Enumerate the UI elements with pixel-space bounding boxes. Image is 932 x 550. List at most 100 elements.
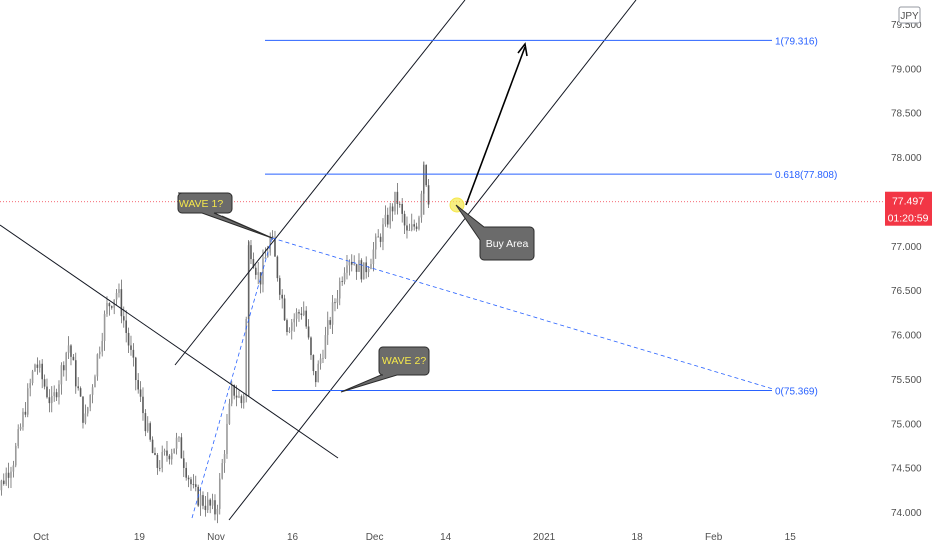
candle xyxy=(206,492,209,513)
y-tick-label: 75.000 xyxy=(891,419,922,430)
x-tick-label: 2021 xyxy=(533,532,556,543)
x-tick-label: Dec xyxy=(366,532,384,543)
fib-level-label: 1(79.316) xyxy=(775,36,818,47)
candle xyxy=(199,488,202,516)
candle xyxy=(185,462,187,481)
candle xyxy=(2,473,5,486)
candle xyxy=(307,319,310,340)
candle xyxy=(418,215,420,231)
y-tick-label: 75.500 xyxy=(891,375,922,386)
candle xyxy=(46,378,48,399)
candle xyxy=(230,381,233,407)
current-price-label: 77.497 xyxy=(892,196,924,208)
candle xyxy=(12,460,15,478)
candle xyxy=(228,398,231,425)
candle xyxy=(5,467,7,486)
candle xyxy=(163,448,166,456)
currency-badge[interactable] xyxy=(898,6,921,24)
candle xyxy=(386,207,389,228)
wave1-label: WAVE 1? xyxy=(179,198,224,210)
candle xyxy=(360,258,363,283)
candle xyxy=(168,453,171,465)
candle xyxy=(190,476,192,491)
candle xyxy=(173,448,175,454)
candle xyxy=(319,353,322,370)
candle xyxy=(19,423,22,431)
candle xyxy=(62,361,65,377)
x-tick-label: Nov xyxy=(207,532,225,543)
fib-dashed-diagonal-2[interactable] xyxy=(271,237,774,390)
candle xyxy=(84,404,87,425)
candle xyxy=(26,383,29,418)
fib-level-label: 0(75.369) xyxy=(775,387,818,398)
candle xyxy=(214,494,216,521)
candle xyxy=(425,164,427,187)
candle xyxy=(358,253,360,273)
candle xyxy=(223,450,226,473)
candle xyxy=(346,254,348,280)
candle xyxy=(17,424,19,449)
candle xyxy=(106,296,108,317)
candle xyxy=(353,255,355,266)
candle xyxy=(77,377,79,391)
candle xyxy=(295,308,298,327)
candle xyxy=(154,447,156,456)
candle xyxy=(322,349,324,364)
projection-arrow[interactable] xyxy=(465,42,528,206)
candle xyxy=(91,384,94,404)
price-axis[interactable]: 79.50079.00078.50078.00077.50077.00076.5… xyxy=(885,0,932,526)
candle xyxy=(10,466,12,489)
candle xyxy=(53,385,55,402)
candle xyxy=(262,249,264,293)
channel-upper-line[interactable] xyxy=(174,0,466,366)
candle xyxy=(336,290,339,309)
candle xyxy=(192,474,195,489)
candle xyxy=(221,458,223,480)
candle xyxy=(324,326,327,360)
candle xyxy=(178,436,180,442)
y-tick-label: 74.000 xyxy=(891,508,922,519)
candle xyxy=(257,262,259,285)
candle xyxy=(403,210,406,235)
fib-level-label: 0.618(77.808) xyxy=(775,170,837,181)
buy-area-annotation[interactable]: Buy Area xyxy=(455,204,535,261)
countdown-label: 01:20:59 xyxy=(888,213,929,225)
candle xyxy=(348,259,351,276)
candle xyxy=(180,433,183,459)
candle xyxy=(187,475,190,488)
candle xyxy=(103,310,106,351)
candle xyxy=(338,277,341,306)
wave2-annotation[interactable]: WAVE 2? xyxy=(340,346,430,393)
candle xyxy=(86,406,89,417)
candle xyxy=(264,247,267,259)
candle xyxy=(372,241,375,272)
candle xyxy=(350,254,353,272)
candle xyxy=(254,264,257,280)
candle xyxy=(420,190,423,223)
candle xyxy=(300,306,303,320)
y-tick-label: 76.000 xyxy=(891,331,922,342)
candle xyxy=(149,421,151,442)
downtrend-line[interactable] xyxy=(0,224,339,459)
candle xyxy=(288,327,291,334)
candle xyxy=(326,311,329,345)
candle xyxy=(130,335,132,356)
candle xyxy=(211,493,214,510)
candle xyxy=(331,294,334,335)
candle xyxy=(240,394,243,409)
candle xyxy=(144,409,147,437)
candle xyxy=(110,305,113,310)
candle xyxy=(82,396,84,429)
candles-group xyxy=(0,161,430,524)
candle xyxy=(218,473,221,515)
candle xyxy=(0,479,3,496)
channel-lower-line[interactable] xyxy=(228,0,637,521)
candle xyxy=(408,223,411,231)
candle xyxy=(36,357,39,375)
candle xyxy=(31,369,34,386)
time-axis[interactable]: Oct 19 Nov 16 Dec 14 2021 18 Feb 15 xyxy=(0,526,932,550)
candle xyxy=(22,408,24,431)
candle xyxy=(127,327,130,353)
wave1-annotation[interactable]: WAVE 1? xyxy=(177,192,273,239)
